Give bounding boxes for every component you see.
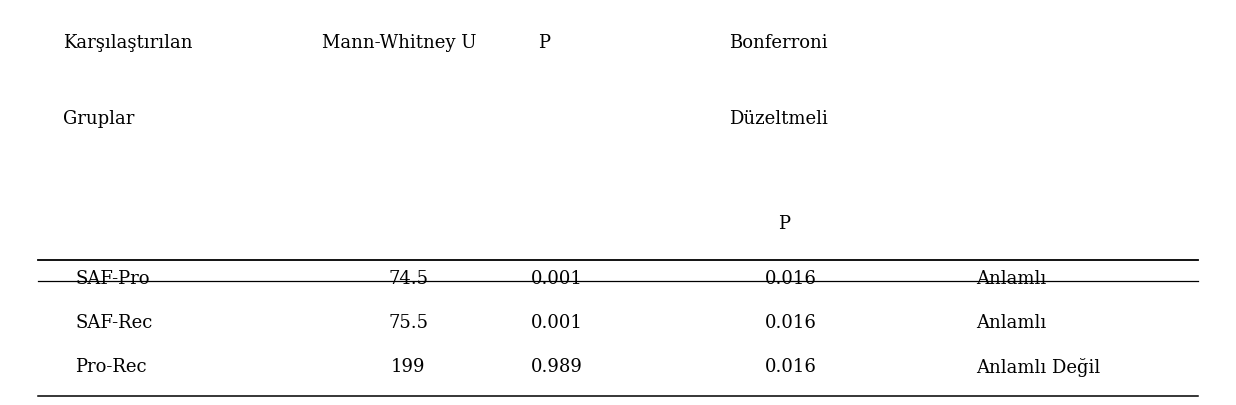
Text: 0.016: 0.016 — [765, 313, 817, 331]
Text: Karşılaştırılan: Karşılaştırılan — [63, 34, 193, 51]
Text: 0.001: 0.001 — [530, 269, 582, 287]
Text: Bonferroni: Bonferroni — [729, 34, 828, 51]
Text: 0.001: 0.001 — [530, 313, 582, 331]
Text: 0.989: 0.989 — [530, 357, 582, 375]
Text: SAF-Pro: SAF-Pro — [75, 269, 150, 287]
Text: P: P — [779, 215, 790, 232]
Text: Düzeltmeli: Düzeltmeli — [729, 110, 828, 128]
Text: Gruplar: Gruplar — [63, 110, 135, 128]
Text: Anlamlı: Anlamlı — [975, 269, 1046, 287]
Text: SAF-Rec: SAF-Rec — [75, 313, 153, 331]
Text: P: P — [538, 34, 550, 51]
Text: 75.5: 75.5 — [388, 313, 429, 331]
Text: 74.5: 74.5 — [388, 269, 429, 287]
Text: 0.016: 0.016 — [765, 357, 817, 375]
Text: 0.016: 0.016 — [765, 269, 817, 287]
Text: Mann-Whitney U: Mann-Whitney U — [323, 34, 477, 51]
Text: Anlamlı: Anlamlı — [975, 313, 1046, 331]
Text: 199: 199 — [391, 357, 425, 375]
Text: Anlamlı Değil: Anlamlı Değil — [975, 357, 1100, 376]
Text: Pro-Rec: Pro-Rec — [75, 357, 147, 375]
